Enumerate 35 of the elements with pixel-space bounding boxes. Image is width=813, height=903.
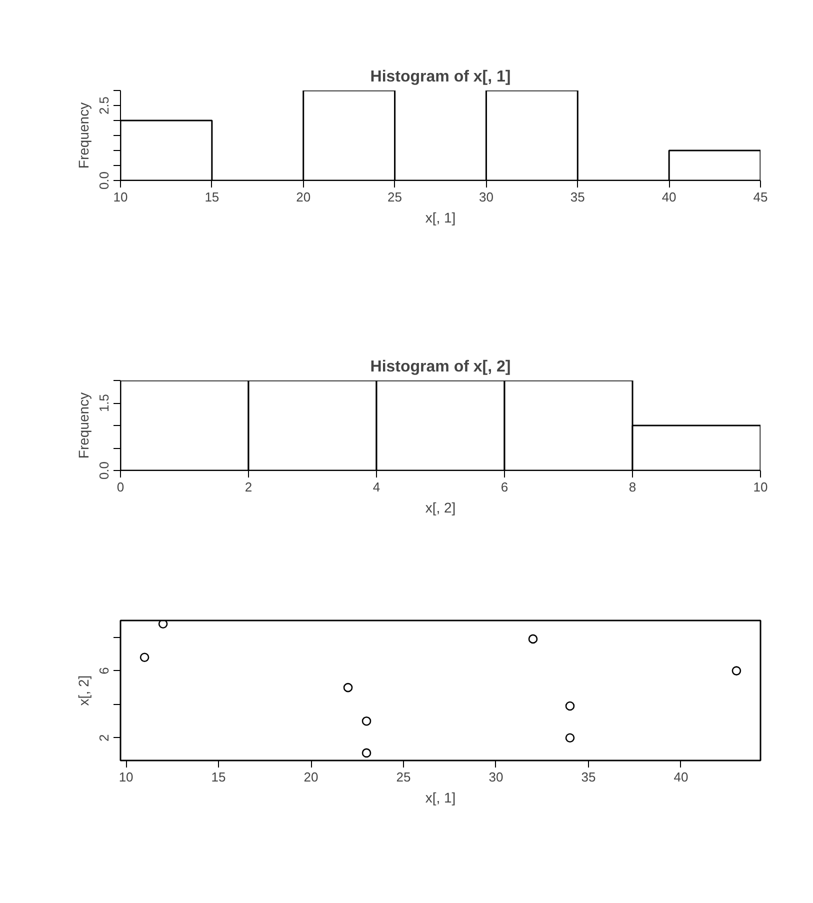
x-tick-label: 10 bbox=[753, 480, 768, 494]
y-tick-label: 2 bbox=[96, 734, 112, 742]
x-tick-label: 25 bbox=[388, 190, 402, 204]
x-tick-label: 20 bbox=[296, 190, 311, 204]
x-tick-label: 10 bbox=[113, 190, 128, 204]
x-axis-title: x[, 1] bbox=[425, 210, 456, 226]
x-tick-label: 40 bbox=[662, 190, 676, 204]
x-tick-label: 30 bbox=[488, 770, 504, 784]
x-tick-label: 40 bbox=[674, 770, 688, 784]
x-tick-label: 0 bbox=[116, 480, 124, 494]
x-tick-label: 15 bbox=[204, 190, 220, 204]
y-tick-label: 2.5 bbox=[96, 96, 112, 115]
x-tick-label: 10 bbox=[118, 770, 134, 784]
x-tick-label: 8 bbox=[628, 480, 636, 494]
x-tick-label: 25 bbox=[396, 770, 411, 784]
x-tick-label: 6 bbox=[500, 480, 508, 494]
y-tick-label: 0.0 bbox=[96, 171, 112, 190]
x-axis-title: x[, 2] bbox=[425, 500, 456, 516]
y-axis-title: x[, 2] bbox=[76, 675, 92, 706]
x-tick-label: 35 bbox=[581, 770, 596, 784]
chart-title: Histogram of x[, 2] bbox=[370, 358, 511, 376]
y-axis-title: Frequency bbox=[76, 392, 92, 459]
x-tick-label: 30 bbox=[478, 190, 494, 204]
y-tick-label: 1.5 bbox=[96, 394, 112, 412]
x-tick-label: 15 bbox=[211, 770, 226, 784]
x-tick-label: 20 bbox=[304, 770, 318, 784]
chart-title: Histogram of x[, 1] bbox=[370, 68, 511, 86]
x-tick-label: 2 bbox=[244, 480, 252, 494]
x-tick-label: 4 bbox=[372, 480, 380, 494]
x-axis-title: x[, 1] bbox=[425, 790, 456, 806]
y-axis-title: Frequency bbox=[76, 102, 92, 169]
x-tick-label: 45 bbox=[753, 190, 768, 204]
y-tick-label: 0.0 bbox=[96, 461, 112, 480]
y-tick-label: 6 bbox=[96, 667, 112, 674]
x-tick-label: 35 bbox=[570, 190, 585, 204]
